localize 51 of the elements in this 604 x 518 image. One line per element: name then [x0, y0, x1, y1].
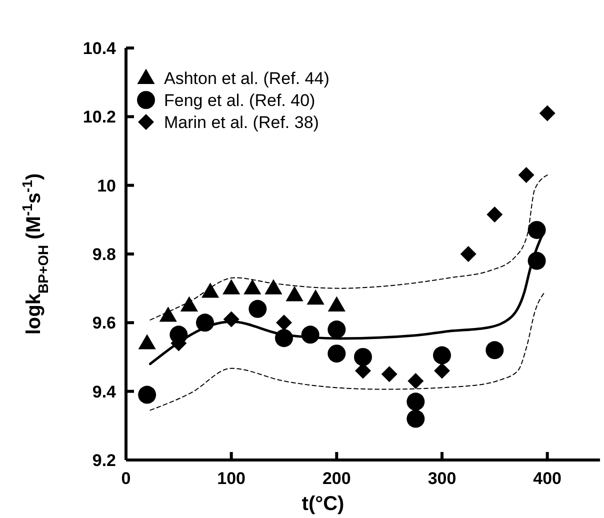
point [528, 220, 546, 239]
legend-label: Marin et al. (Ref. 38) [164, 112, 319, 132]
point [328, 296, 346, 312]
x-tick-label: 0 [121, 469, 131, 488]
y-tick-label: 9.6 [92, 314, 116, 333]
point [138, 386, 156, 404]
point [406, 392, 425, 411]
point [486, 206, 503, 223]
point [408, 373, 424, 390]
point [433, 346, 451, 364]
point [159, 306, 177, 322]
y-tick-label: 9.4 [92, 382, 117, 402]
point [222, 279, 240, 294]
x-axis-title: t(°C) [302, 493, 344, 515]
x-tick-label: 300 [428, 469, 456, 488]
point [196, 314, 214, 332]
point [286, 286, 304, 302]
point [328, 344, 346, 363]
point [460, 246, 476, 262]
point [275, 329, 293, 348]
point [301, 326, 320, 344]
x-tick-label: 200 [322, 469, 351, 488]
x-tick-label: 100 [217, 469, 246, 488]
y-tick-label: 10.2 [82, 108, 116, 127]
point [486, 341, 504, 360]
line-series [150, 292, 545, 411]
point [223, 311, 240, 328]
y-tick-label: 9.8 [92, 244, 116, 264]
point [381, 366, 398, 382]
y-tick-label: 10 [97, 176, 116, 196]
point [518, 167, 534, 184]
legend-label: Ashton et al. (Ref. 44) [164, 68, 330, 88]
point [434, 362, 450, 379]
y-tick-label: 9.2 [92, 450, 116, 470]
point [328, 320, 346, 339]
point [354, 348, 372, 366]
point [248, 300, 267, 318]
point [276, 314, 292, 331]
point [406, 410, 425, 428]
point [264, 279, 282, 294]
point [244, 279, 262, 294]
point [201, 282, 220, 298]
point [528, 252, 546, 270]
point [138, 334, 156, 350]
point [539, 105, 556, 122]
line-series [150, 174, 548, 320]
point [180, 296, 198, 312]
point [306, 289, 324, 305]
x-tick-label: 400 [533, 469, 562, 488]
legend-label: Feng et al. (Ref. 40) [164, 90, 316, 110]
y-tick-label: 10.4 [82, 38, 117, 58]
